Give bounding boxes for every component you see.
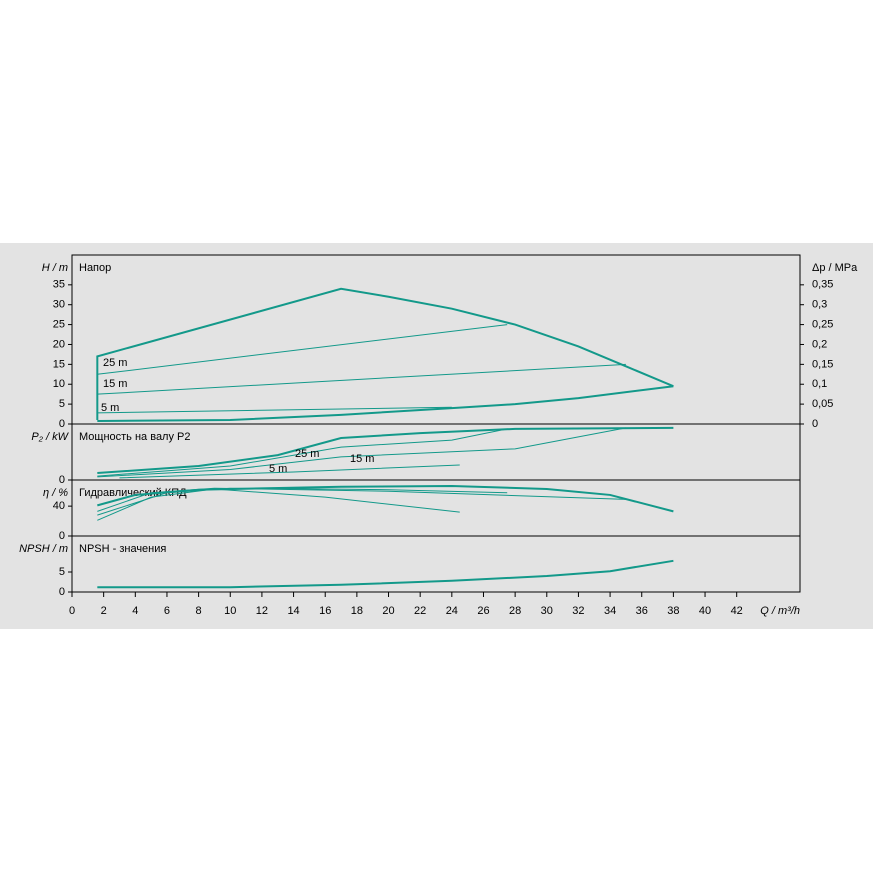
y2-tick-label: 0,05 (812, 398, 833, 410)
panel-title: NPSH - значения (79, 543, 166, 555)
y-tick-label: 10 (53, 378, 65, 390)
x-tick-label: 16 (319, 605, 331, 617)
x-tick-label: 34 (604, 605, 616, 617)
x-axis-label: Q / m³/h (760, 605, 800, 617)
x-tick-label: 28 (509, 605, 521, 617)
y2-tick-label: 0,35 (812, 279, 833, 291)
y-tick-label: 5 (59, 398, 65, 410)
series-label: 5 m (101, 402, 119, 414)
x-tick-label: 22 (414, 605, 426, 617)
x-tick-label: 18 (351, 605, 363, 617)
y-tick-label: 0 (59, 418, 65, 430)
y-tick-label: 35 (53, 279, 65, 291)
y-tick-label: 20 (53, 338, 65, 350)
y-axis-label: P₂ / kW (31, 431, 69, 443)
y2-axis-label: Δp / MPa (812, 262, 858, 274)
curve (97, 363, 626, 395)
x-tick-label: 40 (699, 605, 711, 617)
y-tick-label: 0 (59, 474, 65, 486)
x-tick-label: 12 (256, 605, 268, 617)
chart-background (0, 243, 873, 629)
curve (97, 324, 508, 375)
y-tick-label: 0 (59, 586, 65, 598)
y2-tick-label: 0 (812, 418, 818, 430)
series-label: 15 m (350, 453, 374, 465)
x-tick-label: 38 (667, 605, 679, 617)
series-label: 25 m (103, 357, 127, 369)
x-tick-label: 6 (164, 605, 170, 617)
curve (97, 427, 627, 478)
y-tick-label: 15 (53, 358, 65, 370)
panel-title: Напор (79, 262, 111, 274)
curve (97, 385, 674, 423)
series-label: 25 m (295, 448, 319, 460)
curve (97, 559, 674, 589)
curve (97, 426, 674, 474)
x-tick-label: 2 (101, 605, 107, 617)
series-label: 15 m (103, 378, 127, 390)
y-axis-label: H / m (42, 262, 68, 274)
y2-tick-label: 0,2 (812, 338, 827, 350)
x-tick-label: 14 (287, 605, 299, 617)
y2-tick-label: 0,1 (812, 378, 827, 390)
y-tick-label: 40 (53, 500, 65, 512)
curve (96, 287, 674, 421)
x-tick-label: 36 (636, 605, 648, 617)
y-axis-label: η / % (43, 487, 68, 499)
panel-title: Мощность на валу P2 (79, 431, 191, 443)
x-tick-label: 24 (446, 605, 458, 617)
y2-tick-label: 0,15 (812, 358, 833, 370)
x-tick-label: 26 (477, 605, 489, 617)
y-tick-label: 30 (53, 299, 65, 311)
y2-tick-label: 0,3 (812, 299, 827, 311)
y-tick-label: 5 (59, 566, 65, 578)
x-tick-label: 10 (224, 605, 236, 617)
x-tick-label: 20 (382, 605, 394, 617)
y2-tick-label: 0,25 (812, 318, 833, 330)
y-tick-label: 25 (53, 318, 65, 330)
y-axis-label: NPSH / m (19, 543, 68, 555)
curve (119, 464, 460, 479)
curve (97, 487, 626, 512)
x-tick-label: 4 (132, 605, 138, 617)
curve (97, 406, 452, 414)
curve (97, 428, 508, 477)
y-tick-label: 0 (59, 530, 65, 542)
series-label: 5 m (269, 463, 287, 475)
x-tick-label: 0 (69, 605, 75, 617)
curve (97, 488, 460, 521)
x-tick-label: 8 (196, 605, 202, 617)
x-tick-label: 30 (541, 605, 553, 617)
x-tick-label: 42 (731, 605, 743, 617)
plot-area (71, 535, 801, 593)
x-tick-label: 32 (572, 605, 584, 617)
